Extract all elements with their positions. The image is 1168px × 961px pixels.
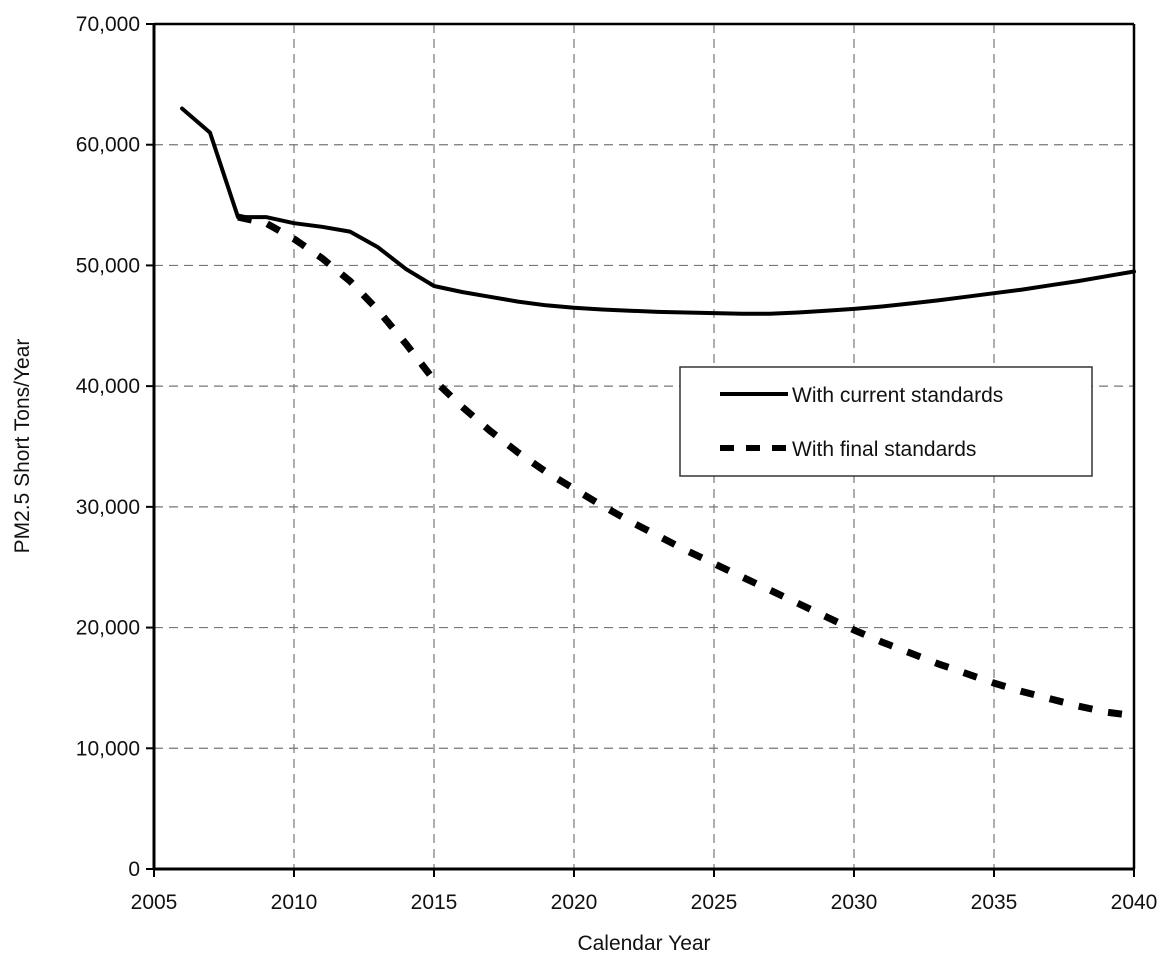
tick-label-layer: 2005 2010 2015 2020 2025 2030 2035 2040 0 10,000 2… <box>76 13 1158 914</box>
y-tick-label: 60,000 <box>76 134 140 157</box>
y-tick-label: 70,000 <box>76 13 140 36</box>
legend-label-current: With current standards <box>792 384 1003 407</box>
y-tick-label: 0 <box>128 858 140 881</box>
x-tick-label: 2035 <box>971 891 1018 914</box>
x-tick-label: 2020 <box>551 891 598 914</box>
legend-box <box>679 366 1093 477</box>
y-tick-label: 20,000 <box>76 617 140 640</box>
legend: With current standards With final standa… <box>679 366 1093 477</box>
y-tick-label: 10,000 <box>76 737 140 760</box>
legend-label-final: With final standards <box>792 438 976 461</box>
x-axis-title: Calendar Year <box>577 932 710 955</box>
series-line-final-standards <box>237 213 1135 720</box>
x-tick-label: 2010 <box>271 891 318 914</box>
y-tick-label: 50,000 <box>76 254 140 277</box>
x-tick-label: 2030 <box>831 891 878 914</box>
y-tick-label: 30,000 <box>76 496 140 519</box>
x-tick-label: 2025 <box>691 891 738 914</box>
x-tick-label: 2040 <box>1111 891 1158 914</box>
x-tick-label: 2005 <box>131 891 178 914</box>
y-tick-label: 40,000 <box>76 375 140 398</box>
series-layer <box>180 106 1136 720</box>
x-tick-label: 2015 <box>411 891 458 914</box>
series-line-current-standards <box>180 106 1136 316</box>
y-axis-title: PM2.5 Short Tons/Year <box>11 339 34 554</box>
axis-layer <box>152 22 1136 871</box>
